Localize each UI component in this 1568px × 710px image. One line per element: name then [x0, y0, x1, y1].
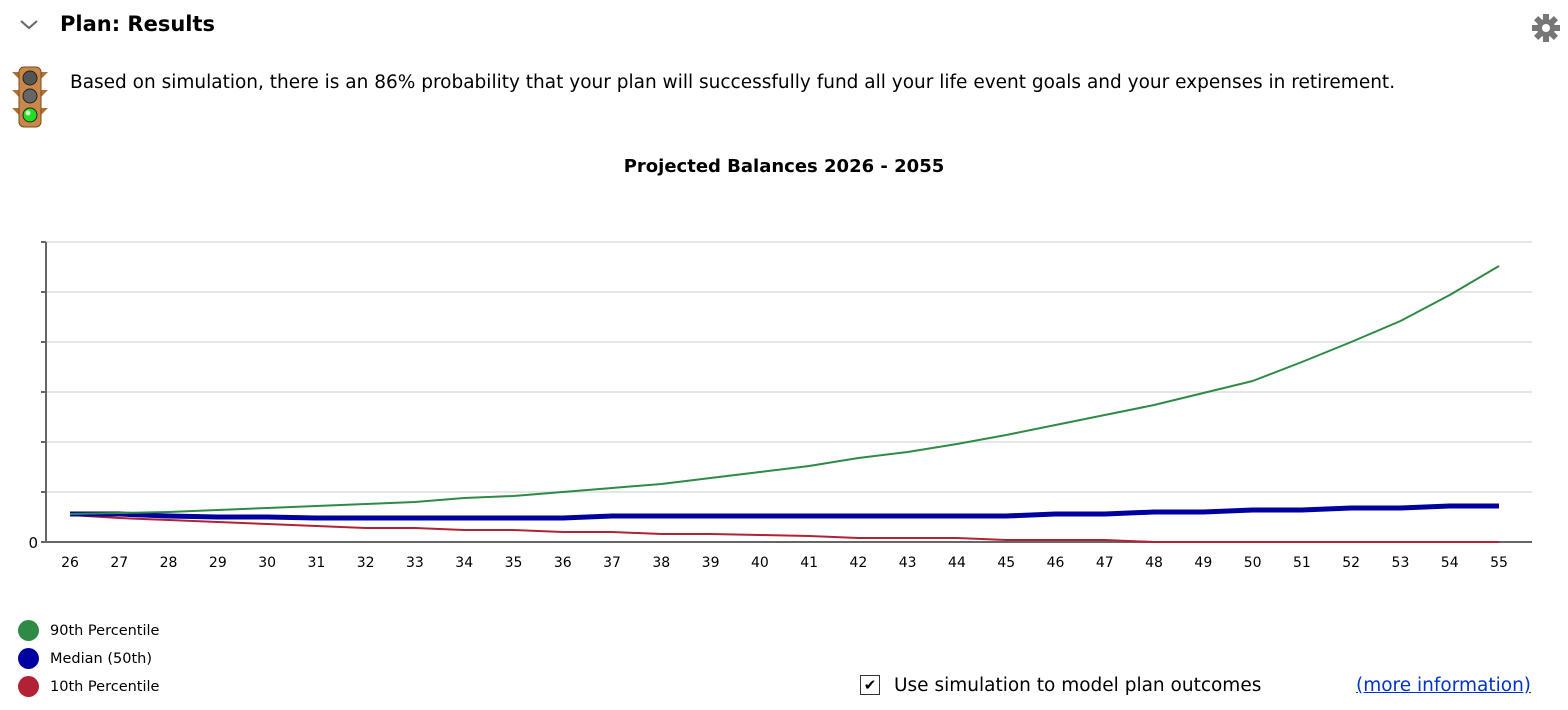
- legend-label: Median (50th): [50, 650, 152, 667]
- gear-tooth: [1552, 25, 1560, 31]
- legend-item-10th: 10th Percentile: [18, 676, 159, 697]
- x-tick-label: 42: [849, 555, 867, 571]
- x-tick-label: 40: [751, 555, 769, 571]
- legend-label: 10th Percentile: [50, 678, 160, 695]
- x-tick-label: 33: [406, 555, 424, 571]
- more-information-link[interactable]: (more information): [1356, 675, 1532, 696]
- legend-item-90th: 90th Percentile: [18, 620, 159, 641]
- use-simulation-checkbox[interactable]: ✔: [860, 675, 880, 695]
- x-tick-label: 32: [357, 555, 375, 571]
- projected-balances-chart: 0 26 27 28 29 30 31 32 33 34 35 36 37 38 39 40 41 42 43 44 4…: [28, 241, 1532, 571]
- x-tick-label: 43: [899, 555, 917, 571]
- x-tick-label: 39: [702, 555, 720, 571]
- x-tick-label: 36: [554, 555, 572, 571]
- x-tick-label: 47: [1096, 555, 1114, 571]
- x-tick-label: 30: [258, 555, 276, 571]
- chart-title: Projected Balances 2026 - 2055: [623, 156, 945, 177]
- x-tick-label: 55: [1490, 555, 1508, 571]
- series-line-0: [69, 265, 1500, 515]
- x-tick-label: 27: [110, 555, 128, 571]
- x-tick-label: 48: [1145, 555, 1163, 571]
- traffic-light-green-icon: [12, 66, 48, 128]
- x-tick-label: 49: [1194, 555, 1212, 571]
- series-line-1: [70, 503, 1499, 521]
- gear-tooth: [1533, 30, 1544, 41]
- checkmark-icon: ✔: [863, 676, 877, 694]
- series-line-2: [69, 514, 1499, 543]
- legend-dot-10th: [18, 676, 39, 697]
- gear-tooth: [1548, 30, 1559, 41]
- page-title: Plan: Results: [60, 12, 216, 36]
- x-tick-label: 26: [61, 555, 79, 571]
- x-tick-label: 52: [1342, 555, 1360, 571]
- y-tick-label: 0: [28, 534, 38, 552]
- x-tick-label: 44: [948, 555, 966, 571]
- x-tick-label: 50: [1244, 555, 1262, 571]
- x-tick-label: 34: [455, 555, 473, 571]
- legend-item-median: Median (50th): [18, 648, 152, 669]
- legend-dot-median: [18, 648, 39, 669]
- x-tick-label: 37: [603, 555, 621, 571]
- gear-tooth: [1548, 15, 1559, 26]
- x-tick-label: 51: [1293, 555, 1311, 571]
- x-tick-label: 45: [997, 555, 1015, 571]
- x-tick-label: 53: [1392, 555, 1410, 571]
- x-tick-label: 31: [307, 555, 325, 571]
- x-tick-label: 46: [1047, 555, 1065, 571]
- x-tick-label: 29: [209, 555, 227, 571]
- use-simulation-label[interactable]: Use simulation to model plan outcomes: [894, 675, 1262, 696]
- gear-icon[interactable]: [1530, 12, 1562, 44]
- gear-tooth: [1533, 15, 1544, 26]
- legend-dot-90th: [18, 620, 39, 641]
- x-tick-label: 35: [505, 555, 523, 571]
- x-tick-label: 41: [800, 555, 818, 571]
- x-tick-label: 54: [1441, 555, 1459, 571]
- gear-tooth: [1543, 14, 1549, 22]
- chevron-down-icon[interactable]: [18, 14, 40, 36]
- x-tick-label: 38: [652, 555, 670, 571]
- legend-label: 90th Percentile: [50, 622, 160, 639]
- gear-tooth: [1543, 34, 1549, 42]
- gear-tooth: [1532, 25, 1540, 31]
- plan-probability-message: Based on simulation, there is an 86% pro…: [70, 72, 1396, 93]
- x-tick-label: 28: [160, 555, 178, 571]
